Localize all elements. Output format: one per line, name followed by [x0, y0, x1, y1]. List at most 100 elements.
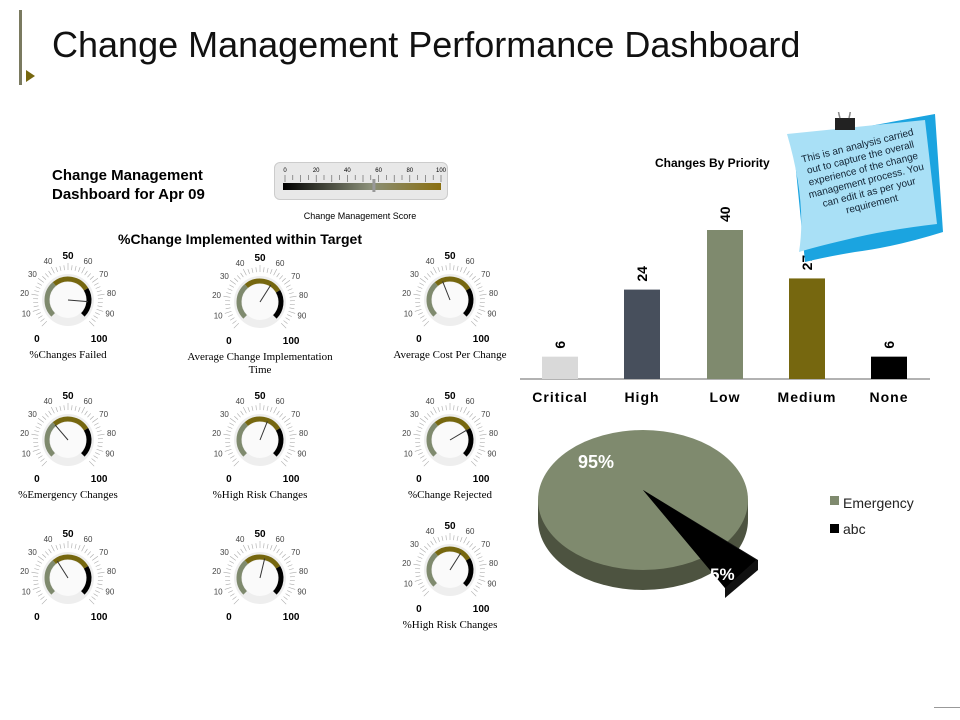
gauge-tick-label: 70: [291, 410, 300, 419]
gauge: 0 10 20 30 40 50 60 70 80 90 100: [402, 251, 498, 345]
gauge-tick: [424, 416, 429, 420]
gauge-tick: [63, 265, 65, 271]
gauge-tick: [471, 546, 476, 550]
category-label: Low: [709, 389, 741, 405]
gauge-tick: [71, 265, 73, 271]
gauge-tick: [97, 583, 103, 586]
gauge-needle: [259, 558, 266, 579]
gauge-tick: [287, 426, 293, 429]
gauge-tick: [477, 452, 482, 455]
gauge-tick: [430, 410, 434, 416]
gauge-tick: [74, 405, 77, 411]
gauge-tick-label: 100: [473, 604, 490, 615]
gauge-tick: [97, 293, 105, 296]
gauge-tick: [420, 455, 425, 459]
category-label: Medium: [777, 389, 837, 405]
gauge-tick: [279, 551, 283, 556]
category-label: Critical: [532, 389, 588, 405]
gauge-tick: [95, 452, 100, 455]
gauge-band: [52, 554, 89, 569]
gauge-tick: [225, 583, 231, 586]
gauge-tick: [437, 407, 440, 412]
gauge-tick: [287, 452, 292, 455]
gauge-tick: [48, 270, 52, 276]
gauge-band: [52, 276, 89, 291]
gauge-tick: [234, 416, 239, 420]
gauge-tick: [55, 267, 58, 272]
gauge-tick-label: 50: [62, 391, 74, 402]
gauge-tick: [228, 452, 233, 455]
gauge-tick: [33, 305, 39, 308]
gauge-tick: [95, 286, 101, 289]
gauge-tick: [55, 407, 58, 412]
gauge-tick: [50, 406, 55, 414]
gauge-tick: [286, 422, 291, 426]
gauge-tick: [466, 540, 470, 546]
score-tick-label: 60: [375, 168, 382, 174]
gauge-tick-label: 30: [28, 410, 37, 419]
gauge-tick: [38, 455, 43, 459]
gauge-tick: [92, 418, 99, 423]
gauge-tick-label: 100: [91, 612, 108, 623]
gauge: 0 10 20 30 40 50 60 70 80 90 100: [402, 391, 498, 485]
gauge-tick: [78, 545, 81, 550]
gauge-tick-label: 50: [254, 253, 266, 264]
gauge-tick: [230, 593, 235, 597]
gauge-tick-label: 90: [105, 310, 114, 319]
gauge-band: [80, 428, 92, 457]
gauge-tick: [287, 288, 293, 291]
gauge-tick-label: 30: [220, 410, 229, 419]
gauge-tick: [469, 273, 473, 278]
gauge-tick: [477, 426, 483, 429]
score-tick-label: 100: [436, 168, 447, 174]
gauge-tick: [31, 571, 39, 574]
gauge-tick: [419, 552, 424, 556]
gauge-tick: [81, 266, 86, 274]
gauge-tick: [471, 461, 477, 467]
gauge-tick-label: 80: [489, 559, 498, 568]
gauge-tick: [419, 278, 426, 283]
gauge-tick: [423, 321, 429, 327]
gauge-tick: [95, 564, 101, 567]
gauge-tick: [96, 568, 102, 571]
gauge-tick: [96, 290, 102, 293]
gauge-tick: [87, 551, 91, 556]
gauge: 0 10 20 30 40 50 60 70 80 90 100: [212, 529, 308, 623]
gauge-tick: [251, 405, 254, 411]
gauge-tick: [31, 293, 39, 296]
gauge-tick-label: 40: [44, 397, 53, 406]
gauge-tick-label: 80: [299, 291, 308, 300]
gauge-tick: [242, 544, 247, 552]
gauge-tick: [418, 312, 423, 315]
gauge-tick: [276, 410, 280, 416]
gauge-tick: [89, 276, 94, 280]
gauge-tick: [225, 445, 231, 448]
gauge-tick: [237, 551, 241, 556]
gauge-tick: [97, 445, 103, 448]
gauge-tick: [97, 433, 105, 436]
gauge-tick: [286, 560, 291, 564]
gauge-tick: [96, 308, 104, 312]
gauge-tick: [40, 318, 45, 322]
bar-value-label: 24: [634, 266, 650, 282]
gauge-tick: [471, 591, 477, 597]
gauge-band: [462, 288, 474, 317]
gauge-band: [272, 566, 284, 595]
gauge-tick: [460, 267, 463, 272]
gauge-tick: [59, 543, 62, 549]
gauge-tick: [478, 448, 486, 452]
gauge-tick-label: 70: [481, 540, 490, 549]
gauge-tick-label: 50: [254, 391, 266, 402]
dashboard-subtitle: Change Management Dashboard for Apr 09: [52, 167, 205, 203]
gauge-tick: [37, 282, 42, 286]
gauge-tick: [414, 308, 422, 312]
gauge-tick: [41, 321, 47, 327]
category-label: High: [624, 389, 660, 405]
gauge-tick: [32, 586, 40, 590]
gauge-tick: [37, 278, 44, 283]
gauge-tick: [63, 543, 65, 549]
gauge-tick: [38, 315, 43, 319]
gauge-tick: [427, 413, 431, 418]
bar-medium: [789, 278, 825, 379]
gauge-tick-label: 30: [28, 548, 37, 557]
